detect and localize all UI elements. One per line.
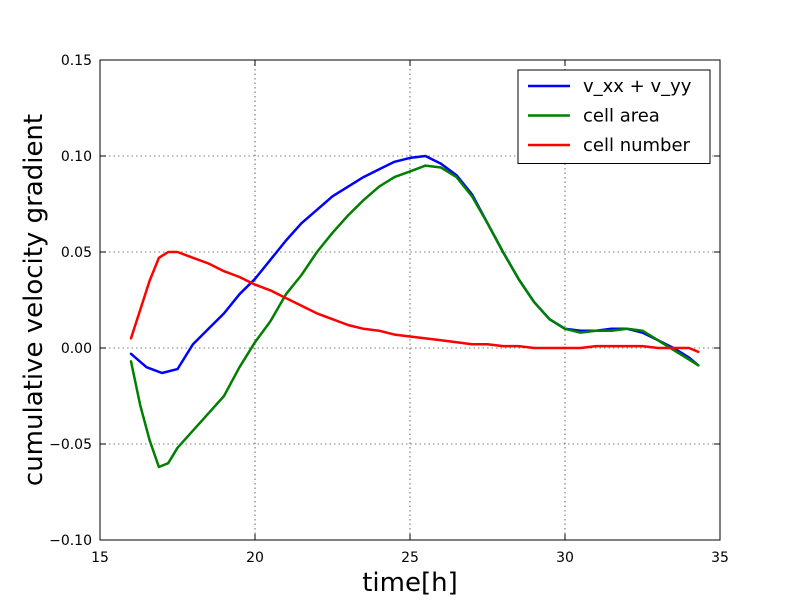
series-layer [129,154,700,469]
x-tick-label: 25 [401,550,419,566]
x-tick-label: 35 [711,550,729,566]
legend-label-cell-number: cell number [583,135,691,156]
y-tick-label: −0.05 [49,437,92,453]
y-tick-label: −0.10 [49,533,92,549]
x-axis-label: time[h] [362,568,458,598]
series-line-cell-area [129,164,700,469]
grid [100,60,720,540]
y-tick-label: 0.15 [61,53,92,69]
tick-marks [99,59,721,541]
y-tick-label: 0.05 [61,245,92,261]
series-line-v-xx-v-yy [129,154,700,375]
x-tick-label: 15 [91,550,109,566]
y-tick-labels: −0.10 −0.05 0.00 0.05 0.10 0.15 [49,53,92,549]
y-tick-label: 0.00 [61,341,92,357]
legend-label-cell-area: cell area [583,106,660,127]
x-tick-label: 30 [556,550,574,566]
y-axis-label: cumulative velocity gradient [19,114,49,486]
x-tick-labels: 15 20 25 30 35 [91,550,729,566]
legend-label-v-xx-v-yy: v_xx + v_yy [583,76,692,97]
x-tick-label: 20 [246,550,264,566]
y-tick-label: 0.10 [61,149,92,165]
series-line-cell-number [129,250,700,354]
